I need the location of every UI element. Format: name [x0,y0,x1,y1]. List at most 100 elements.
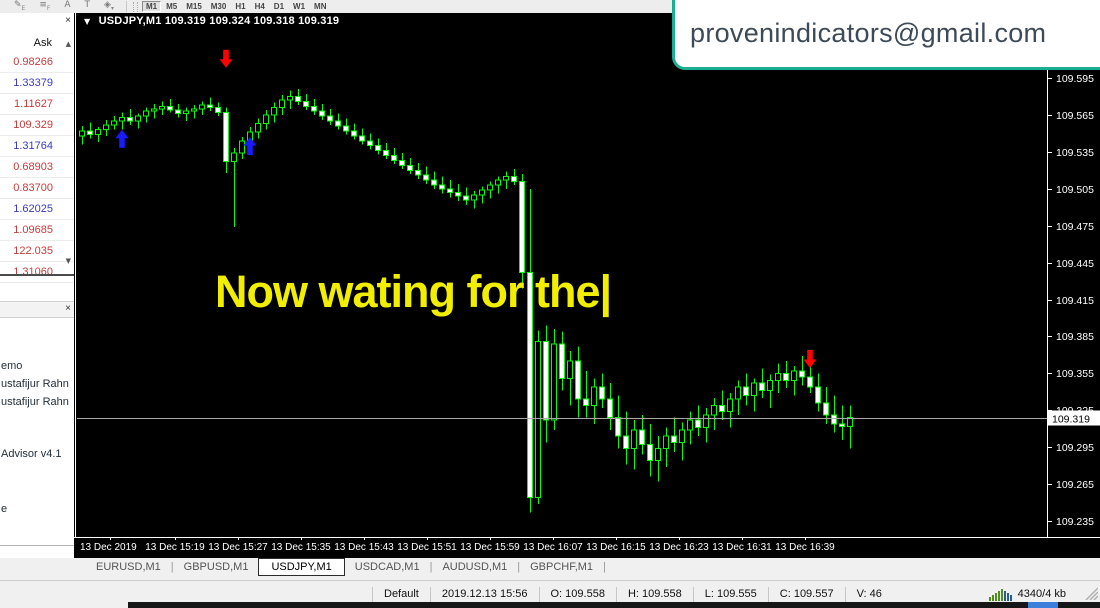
candlestick [303,100,309,107]
candlestick [455,191,461,197]
market-watch-row[interactable]: 122.035 [0,241,74,262]
candlestick [503,175,509,181]
resize-grip-icon[interactable] [1084,586,1098,600]
ask-price: 109.329 [13,119,53,131]
candlestick [663,435,669,449]
candlestick [287,95,293,101]
candlestick [399,159,405,166]
market-watch-row[interactable]: 1.31060 [0,262,74,283]
market-watch-row[interactable]: 0.68903 [0,157,74,178]
candlestick [191,108,197,112]
time-tick-label: 13 Dec 16:39 [775,542,835,553]
timeframe-button-m1[interactable]: M1 [141,0,162,12]
ask-price: 0.83700 [13,182,53,194]
chart-tab-gbpusd[interactable]: GBPUSD,M1 [183,561,249,573]
candlestick [391,155,397,161]
price-tick-label: 109.505 [1056,184,1094,196]
chart-tab-gbpchf[interactable]: GBPCHF,M1 [530,561,594,573]
timeframe-button-m15[interactable]: M15 [186,1,202,11]
data-bars-icon [988,589,1012,601]
chart-tab-usdcad[interactable]: USDCAD,M1 [354,561,420,573]
candlestick [671,435,677,443]
market-watch-row[interactable]: 109.329 [0,115,74,136]
ask-price: 0.98266 [13,56,53,68]
time-tick-label: 13 Dec 16:31 [712,542,772,553]
candlestick [183,110,189,115]
candlestick [151,108,157,112]
market-watch-close-icon[interactable]: × [65,15,71,26]
candlestick [295,95,301,102]
chart-canvas[interactable]: 109.595 109.565 109.535 109.505 109.475 109.4… [74,13,1100,558]
market-watch-row[interactable]: 1.31764 [0,136,74,157]
market-watch-row[interactable]: 0.98266 [0,52,74,73]
timeframe-button-m5[interactable]: M5 [166,1,178,11]
toolbar-grip[interactable] [132,1,138,12]
chart-dropdown-icon[interactable]: ▼ [84,17,91,26]
timeframe-button-mn[interactable]: MN [314,1,327,11]
price-tick-label: 109.295 [1056,442,1094,454]
market-watch-row[interactable]: 1.62025 [0,199,74,220]
candlestick [599,386,605,400]
timeframe-button-h1[interactable]: H1 [235,1,246,11]
navigator-item[interactable]: emo [1,360,23,372]
navigator-item[interactable]: ustafijur Rahn [1,378,69,390]
timeframe-button-w1[interactable]: W1 [293,1,306,11]
candlestick [383,150,389,157]
timeframe-button-m30[interactable]: M30 [210,1,227,11]
candlestick [767,380,773,392]
price-tick-label: 109.475 [1056,221,1094,233]
candlestick [543,340,549,421]
navigator-close-icon[interactable]: × [65,303,71,314]
candlestick [607,398,613,419]
chart-tab-audusd[interactable]: AUDUSD,M1 [442,561,508,573]
timeframe-button-d1[interactable]: D1 [273,1,285,11]
scroll-up-icon[interactable]: ▲ [65,40,71,48]
chart-title: ▼ USDJPY,M1 109.319 109.324 109.318 109.… [84,15,339,27]
time-tick-label: 13 Dec 15:51 [397,542,457,553]
candlestick [127,116,133,122]
text-box-t-icon[interactable]: T [84,0,91,10]
candlestick [407,164,413,171]
candlestick [479,189,485,196]
panel-bottom-divider [0,545,74,546]
navigator-item[interactable]: Advisor v4.1 [1,448,62,460]
email-overlay-card: provenindicators@gmail.com [672,0,1100,70]
candlestick [583,398,589,406]
market-watch-row[interactable]: 1.11627 [0,94,74,115]
price-tick-label: 109.265 [1056,479,1094,491]
time-tick-label: 13 Dec 15:59 [460,542,520,553]
market-watch-row[interactable]: 1.09685 [0,220,74,241]
candlestick [775,372,781,382]
crayon-e-icon[interactable]: ✎E [14,0,26,12]
candlestick [519,180,525,273]
candlestick [471,194,477,201]
shapes-arrows-icon[interactable]: ◈▾ [104,0,114,12]
candlestick [687,419,693,431]
candlestick [639,429,645,446]
candlestick [351,130,357,137]
fibonacci-f-icon[interactable]: ≡F [39,0,51,12]
current-price-label: 109.319 [1052,414,1090,426]
candlestick [631,429,637,449]
ask-column-header: Ask [33,37,52,49]
candlestick [807,376,813,388]
tab-separator: | [170,561,174,573]
candlestick [679,429,685,443]
navigator-item[interactable]: e [1,503,8,515]
candlestick [647,444,653,462]
candlestick [591,386,597,406]
market-watch-row[interactable]: 0.83700 [0,178,74,199]
candlestick [487,184,493,191]
chart-tab-eurusd[interactable]: EURUSD,M1 [96,561,161,573]
navigator-item[interactable]: ustafijur Rahn [1,396,69,408]
candlestick [359,135,365,142]
scroll-down-icon[interactable]: ▼ [65,257,71,265]
price-tick-label: 109.385 [1056,331,1094,343]
ask-price: 1.11627 [14,98,53,110]
text-label-a-icon[interactable]: A [64,0,71,10]
chart-tab-usdjpy[interactable]: USDJPY,M1 [258,558,345,576]
market-watch-row[interactable]: 1.33379 [0,73,74,94]
timeframe-button-h4[interactable]: H4 [254,1,265,11]
candlestick [823,402,829,416]
